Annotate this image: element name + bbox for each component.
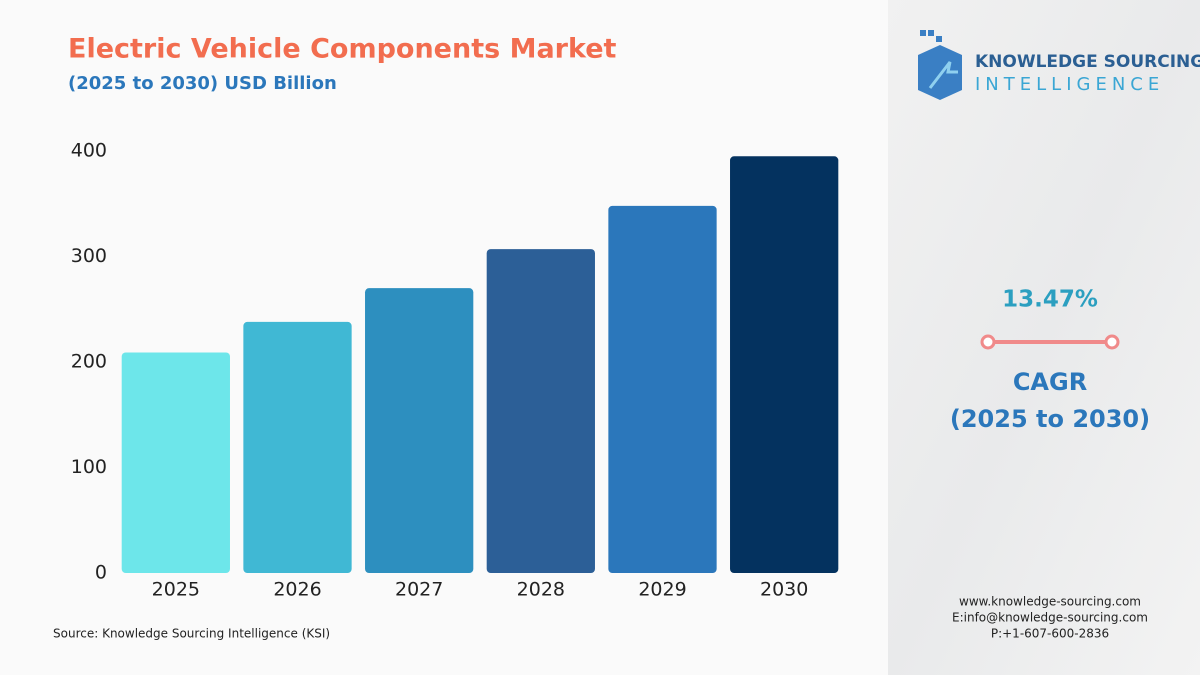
bar xyxy=(243,321,352,573)
y-tick-label: 0 xyxy=(95,562,107,584)
logo-arrow xyxy=(928,61,958,89)
cagr-dot xyxy=(1104,334,1120,350)
brand-line2: INTELLIGENCE xyxy=(975,74,1164,95)
brand-line1: KNOWLEDGE SOURCING xyxy=(975,52,1200,72)
bar xyxy=(365,288,474,573)
contact-email: E:info@knowledge-sourcing.com xyxy=(952,611,1148,625)
cagr-period: (2025 to 2030) xyxy=(950,405,1150,433)
logo-block xyxy=(936,36,942,42)
x-tick-label: 2027 xyxy=(395,579,443,601)
cagr-dot xyxy=(980,334,996,350)
y-tick-label: 200 xyxy=(71,351,107,373)
source: Source: Knowledge Sourcing Intelligence … xyxy=(53,627,330,641)
bar xyxy=(730,156,839,573)
x-tick-label: 2029 xyxy=(638,579,686,601)
chart-title: Electric Vehicle Components Market xyxy=(68,34,617,65)
logo-icon xyxy=(918,45,962,100)
x-tick-label: 2030 xyxy=(760,579,808,601)
y-tick-label: 300 xyxy=(71,245,107,267)
logo xyxy=(918,30,962,100)
logo-block xyxy=(928,30,934,36)
x-tick-label: 2028 xyxy=(517,579,565,601)
chart-subtitle: (2025 to 2030) USD Billion xyxy=(68,73,337,94)
bar xyxy=(608,205,717,574)
contact-phone: P:+1-607-600-2836 xyxy=(991,627,1109,641)
y-tick-label: 100 xyxy=(71,456,107,478)
x-tick-label: 2025 xyxy=(152,579,200,601)
bar xyxy=(121,352,230,573)
x-tick-label: 2026 xyxy=(273,579,321,601)
side-panel xyxy=(888,0,1200,675)
y-tick-label: 400 xyxy=(71,140,107,162)
cagr-label: CAGR xyxy=(1013,368,1087,396)
cagr-value: 13.47% xyxy=(1002,287,1098,313)
bar xyxy=(486,249,595,574)
logo-block xyxy=(920,30,926,36)
contact-web: www.knowledge-sourcing.com xyxy=(959,595,1141,609)
